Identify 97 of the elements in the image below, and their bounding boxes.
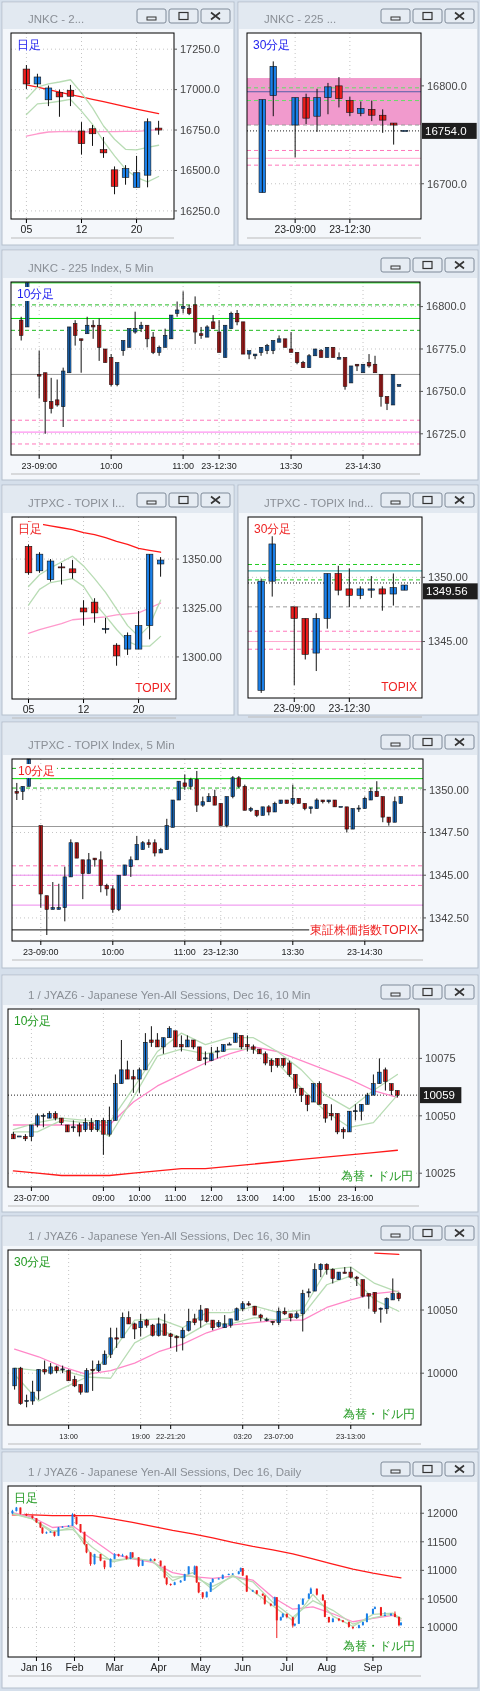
y-tick-label: 1347.50 xyxy=(429,826,469,839)
x-tick-label: 05 xyxy=(22,703,35,715)
x-tick-label: Feb xyxy=(65,1661,84,1673)
x-tick-label: 23-09:00 xyxy=(273,702,316,714)
x-tick-label: 12 xyxy=(77,703,90,715)
y-tick-label: 16700.0 xyxy=(427,177,467,190)
x-tick-label: 11:00 xyxy=(172,461,195,471)
y-tick-label: 10075 xyxy=(425,1052,456,1065)
y-tick-label: 10050 xyxy=(425,1109,456,1122)
x-tick-label: Jan 16 xyxy=(20,1661,53,1673)
x-tick-label: Jun xyxy=(234,1661,252,1673)
y-tick-label: 16500.0 xyxy=(180,164,220,177)
x-tick-label: 10:00 xyxy=(101,947,125,957)
x-tick-label: Sep xyxy=(363,1661,383,1673)
ref-line-label: 16754.0 xyxy=(425,124,467,137)
x-tick-label: 11:00 xyxy=(173,947,196,957)
x-tick-label: Aug xyxy=(317,1661,337,1673)
x-tick-label: 20 xyxy=(130,223,143,235)
annotation: TOPIX xyxy=(135,681,171,695)
annotation: 30分足 xyxy=(253,38,291,52)
y-tick-label: 1345.00 xyxy=(429,869,469,882)
x-tick-label: 13:00 xyxy=(236,1193,259,1203)
y-tick-label: 17250.0 xyxy=(180,43,220,56)
ref-line-label: 1349.56 xyxy=(426,585,468,598)
annotation: TOPIX xyxy=(381,680,417,694)
x-tick-label: 23-14:30 xyxy=(347,947,383,957)
annotation: 為替・ドル円 xyxy=(343,1639,415,1653)
y-tick-label: 1350.00 xyxy=(428,571,468,584)
chart-title: JTPXC - TOPIX Index, 5 Min xyxy=(28,739,175,751)
x-tick-label: 09:00 xyxy=(92,1193,115,1203)
y-tick-label: 10050 xyxy=(427,1303,458,1316)
x-tick-label: 15:00 xyxy=(308,1193,331,1203)
y-tick-label: 10000 xyxy=(427,1367,458,1380)
y-tick-label: 16750.0 xyxy=(426,385,466,398)
x-tick-label: 23-12:30 xyxy=(201,461,237,471)
y-tick-label: 11000 xyxy=(427,1564,457,1577)
y-tick-label: 16800.0 xyxy=(426,300,466,313)
x-tick-label: 05 xyxy=(20,223,33,235)
x-tick-label: 23-07:00 xyxy=(13,1193,50,1203)
y-tick-label: 10500 xyxy=(427,1592,458,1605)
chart-title: JNKC - 225 ... xyxy=(264,13,337,25)
y-tick-label: 16775.0 xyxy=(426,342,466,355)
y-tick-label: 10025 xyxy=(425,1167,456,1180)
ref-line-label: 10059 xyxy=(423,1089,455,1102)
annotation: 為替・ドル円 xyxy=(341,1169,413,1183)
y-tick-label: 12000 xyxy=(427,1507,458,1520)
chart-title: JTPXC - TOPIX Ind... xyxy=(264,497,374,509)
x-tick-label: 23-09:00 xyxy=(274,223,317,235)
y-tick-label: 11500 xyxy=(427,1535,457,1548)
x-tick-label: 12 xyxy=(75,223,88,235)
x-tick-label: 10:00 xyxy=(99,461,123,471)
annotation: 10分足 xyxy=(14,1014,52,1028)
y-tick-label: 16800.0 xyxy=(427,79,467,92)
x-tick-label: May xyxy=(190,1661,212,1673)
x-tick-label: Jul xyxy=(280,1661,294,1673)
x-tick-label: 23-14:30 xyxy=(345,461,381,471)
x-tick-label: 10:00 xyxy=(128,1193,151,1203)
y-tick-label: 16750.0 xyxy=(180,123,220,136)
y-tick-label: 16725.0 xyxy=(426,427,466,440)
x-tick-label: 12:00 xyxy=(200,1193,223,1203)
x-tick-label: Mar xyxy=(105,1661,125,1673)
x-tick-label: 23-09:00 xyxy=(21,461,57,471)
chart-title: JNKC - 2... xyxy=(28,13,85,25)
x-tick-label: 23-16:00 xyxy=(337,1193,374,1203)
annotation: 30分足 xyxy=(254,522,292,536)
annotation: 日足 xyxy=(17,38,41,52)
x-tick-label: 23-12:30 xyxy=(329,223,371,235)
chart-title: 1 / JYAZ6 - Japanese Yen-All Sessions, Dec 16, 30 Min xyxy=(28,1230,311,1242)
y-tick-label: 1300.00 xyxy=(182,650,222,663)
y-tick-label: 1350.00 xyxy=(182,552,222,565)
annotation: 日足 xyxy=(18,522,42,536)
chart-title: JNKC - 225 Index, 5 Min xyxy=(28,262,154,274)
annotation: 為替・ドル円 xyxy=(343,1407,415,1421)
x-tick-label: 23-09:00 xyxy=(23,947,59,957)
y-tick-label: 1325.00 xyxy=(182,601,222,614)
x-tick-label: 14:00 xyxy=(272,1193,295,1203)
chart-title: JTPXC - TOPIX I... xyxy=(28,497,125,509)
x-tick-label: 11:00 xyxy=(164,1193,187,1203)
annotation: 30分足 xyxy=(14,1255,52,1269)
annotation: 10分足 xyxy=(17,287,55,301)
x-tick-label: 20 xyxy=(132,703,145,715)
x-tick-label: 23-12:30 xyxy=(203,947,239,957)
annotation: 日足 xyxy=(14,1491,38,1505)
x-tick-label: 13:30 xyxy=(281,947,305,957)
x-tick-label: 13:30 xyxy=(279,461,303,471)
annotation: 東証株価指数TOPIX xyxy=(310,923,418,937)
chart-title: 1 / JYAZ6 - Japanese Yen-All Sessions, Dec 16, Daily xyxy=(28,1466,302,1478)
y-tick-label: 1350.00 xyxy=(429,783,469,796)
y-tick-label: 1345.00 xyxy=(428,635,468,648)
y-tick-label: 17000.0 xyxy=(180,83,220,96)
y-tick-label: 16250.0 xyxy=(180,204,220,217)
annotation: 10分足 xyxy=(18,764,56,778)
x-tick-label: 23-12:30 xyxy=(328,702,371,714)
x-tick-label: Apr xyxy=(150,1661,168,1673)
y-tick-label: 10000 xyxy=(427,1621,458,1634)
y-tick-label: 1342.50 xyxy=(429,911,469,924)
chart-title: 1 / JYAZ6 - Japanese Yen-All Sessions, Dec 16, 10 Min xyxy=(28,989,311,1001)
